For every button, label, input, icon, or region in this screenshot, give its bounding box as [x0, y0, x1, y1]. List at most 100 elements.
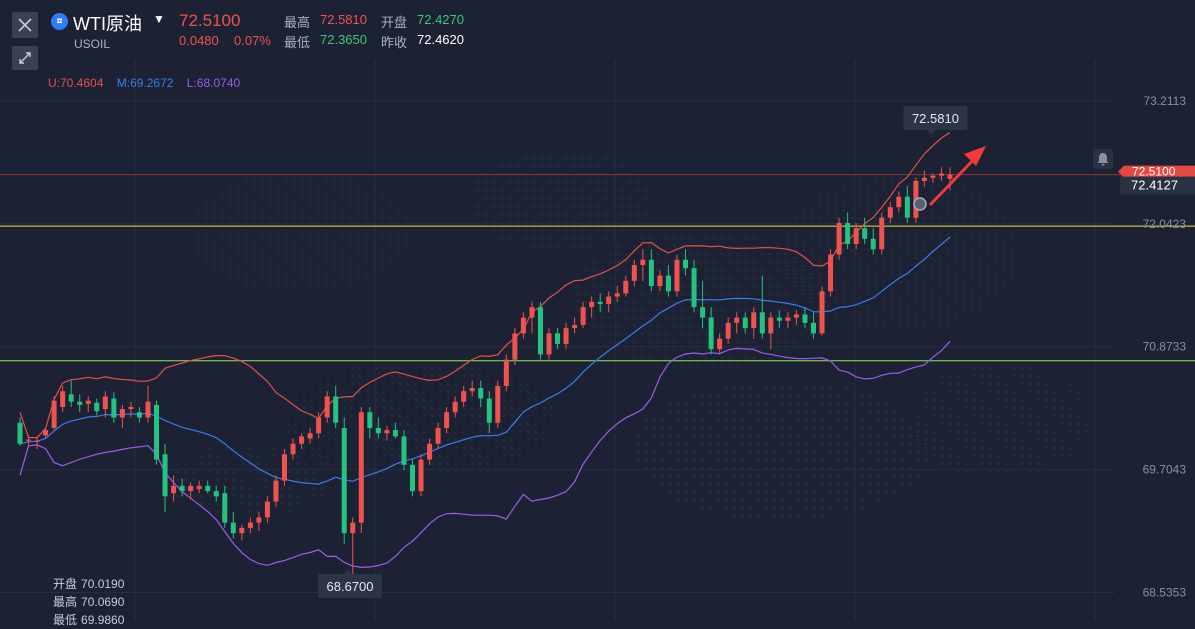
- map-dot: [348, 200, 352, 204]
- map-dot: [940, 406, 944, 410]
- map-dot: [922, 288, 926, 292]
- candle-body: [273, 480, 279, 502]
- prev-close-label: 昨收: [381, 35, 408, 50]
- close-button[interactable]: [12, 12, 38, 38]
- map-dot: [826, 304, 830, 308]
- map-dot: [332, 184, 336, 188]
- map-dot: [588, 212, 592, 216]
- map-dot: [946, 272, 950, 276]
- map-dot: [1036, 382, 1040, 386]
- map-dot: [764, 418, 768, 422]
- map-dot: [794, 240, 798, 244]
- map-dot: [938, 232, 942, 236]
- map-dot: [728, 244, 732, 248]
- map-dot: [808, 292, 812, 296]
- map-dot: [836, 498, 840, 502]
- map-dot: [364, 240, 368, 244]
- map-dot: [900, 426, 904, 430]
- map-dot: [288, 454, 292, 458]
- map-dot: [310, 446, 314, 450]
- map-dot: [518, 430, 522, 434]
- prev-close-value: 72.4620: [417, 32, 464, 47]
- map-dot: [800, 268, 804, 272]
- map-dot: [414, 366, 418, 370]
- candle-body: [119, 409, 125, 418]
- map-dot: [612, 220, 616, 224]
- map-dot: [704, 268, 708, 272]
- map-dot: [304, 462, 308, 466]
- map-dot: [312, 486, 316, 490]
- expand-button[interactable]: [12, 46, 38, 70]
- map-dot: [340, 272, 344, 276]
- map-dot: [732, 474, 736, 478]
- map-dot: [780, 394, 784, 398]
- map-dot: [534, 398, 538, 402]
- map-dot: [900, 418, 904, 422]
- map-dot: [988, 390, 992, 394]
- map-dot: [366, 430, 370, 434]
- map-dot: [922, 280, 926, 284]
- map-dot: [454, 438, 458, 442]
- map-dot: [340, 192, 344, 196]
- map-dot: [776, 348, 780, 352]
- drawing-handle: [913, 197, 927, 211]
- map-dot: [906, 240, 910, 244]
- map-dot: [374, 446, 378, 450]
- map-dot: [914, 320, 918, 324]
- map-dot: [890, 256, 894, 260]
- map-dot: [652, 474, 656, 478]
- map-dot: [816, 292, 820, 296]
- map-dot: [852, 418, 856, 422]
- map-dot: [784, 308, 788, 312]
- map-dot: [752, 340, 756, 344]
- map-dot: [860, 498, 864, 502]
- map-dot: [244, 280, 248, 284]
- map-dot: [908, 474, 912, 478]
- map-dot: [940, 398, 944, 402]
- map-dot: [780, 426, 784, 430]
- map-dot: [414, 446, 418, 450]
- symbol-name[interactable]: WTI原油: [73, 14, 142, 34]
- map-dot: [676, 450, 680, 454]
- map-dot: [356, 192, 360, 196]
- map-dot: [212, 248, 216, 252]
- map-dot: [228, 184, 232, 188]
- map-dot: [676, 410, 680, 414]
- map-dot: [348, 216, 352, 220]
- last-price: 72.5100: [179, 11, 241, 30]
- map-dot: [564, 188, 568, 192]
- map-dot: [868, 410, 872, 414]
- map-dot: [956, 390, 960, 394]
- expand-icon: [19, 52, 31, 64]
- map-dot: [826, 208, 830, 212]
- chevron-down-icon[interactable]: ▼: [153, 12, 165, 26]
- price-alert-button[interactable]: [1093, 149, 1113, 169]
- map-dot: [748, 402, 752, 406]
- map-dot: [244, 232, 248, 236]
- map-dot: [836, 490, 840, 494]
- map-dot: [940, 446, 944, 450]
- map-dot: [818, 256, 822, 260]
- map-dot: [842, 184, 846, 188]
- map-dot: [812, 394, 816, 398]
- map-dot: [724, 450, 728, 454]
- map-dot: [200, 494, 204, 498]
- map-dot: [350, 438, 354, 442]
- map-dot: [572, 180, 576, 184]
- map-dot: [800, 292, 804, 296]
- map-dot: [484, 212, 488, 216]
- map-dot: [652, 434, 656, 438]
- map-dot: [680, 356, 684, 360]
- map-dot: [834, 296, 838, 300]
- map-dot: [956, 422, 960, 426]
- map-dot: [834, 216, 838, 220]
- map-dot: [632, 348, 636, 352]
- map-dot: [320, 494, 324, 498]
- map-dot: [372, 216, 376, 220]
- info-low-label: 最低: [53, 613, 78, 627]
- high-value: 72.5810: [320, 12, 367, 27]
- map-dot: [740, 482, 744, 486]
- map-dot: [548, 244, 552, 248]
- map-dot: [740, 498, 744, 502]
